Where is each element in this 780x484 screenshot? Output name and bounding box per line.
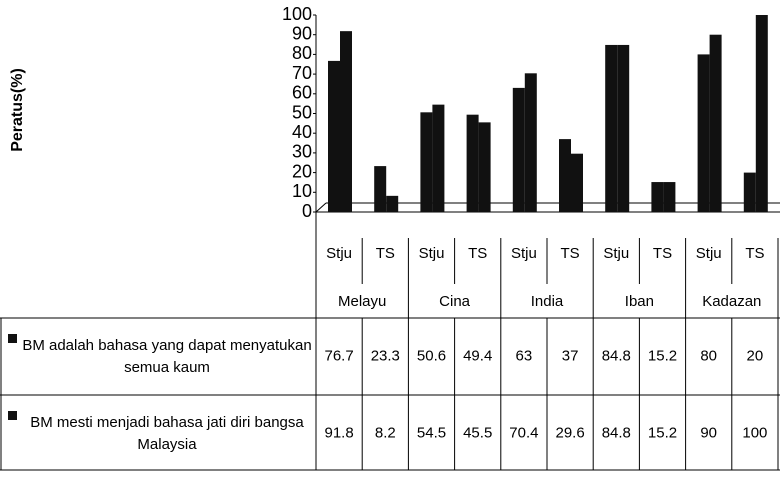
x-tick-label: TS bbox=[468, 245, 487, 262]
legend-swatch bbox=[8, 334, 17, 343]
bar bbox=[709, 34, 722, 213]
table-value: 76.7 bbox=[324, 347, 353, 364]
x-tick-label: Stju bbox=[603, 245, 629, 262]
table-value: 70.4 bbox=[509, 424, 538, 441]
y-tick-label: 70 bbox=[292, 63, 312, 83]
bar bbox=[651, 182, 664, 212]
bar bbox=[663, 182, 676, 212]
y-tick-label: 10 bbox=[292, 181, 312, 201]
table-value: 23.3 bbox=[371, 347, 400, 364]
table-value: 80 bbox=[700, 347, 717, 364]
bar bbox=[755, 15, 768, 212]
y-tick-label: 30 bbox=[292, 142, 312, 162]
legend-label-box: BM adalah bahasa yang dapat menyatukan s… bbox=[22, 336, 312, 376]
table-value: 54.5 bbox=[417, 424, 446, 441]
bar bbox=[478, 122, 491, 212]
table-value: 45.5 bbox=[463, 424, 492, 441]
bar bbox=[743, 172, 756, 212]
bar bbox=[432, 104, 445, 212]
group-label: India bbox=[531, 293, 564, 310]
table-value: 20 bbox=[747, 347, 764, 364]
table-value: 15.2 bbox=[648, 424, 677, 441]
table-value: 50.6 bbox=[417, 347, 446, 364]
table-value: 49.4 bbox=[463, 347, 492, 364]
y-tick-label: 40 bbox=[292, 122, 312, 142]
y-tick-label: 90 bbox=[292, 23, 312, 43]
bar bbox=[328, 60, 340, 212]
legend-swatch bbox=[8, 411, 17, 420]
table-value: 90 bbox=[700, 424, 717, 441]
bar bbox=[340, 31, 352, 213]
x-tick-label: Stju bbox=[326, 245, 352, 262]
group-label: Iban bbox=[625, 293, 654, 310]
y-tick-label: 20 bbox=[292, 161, 312, 181]
x-tick-label: Stju bbox=[696, 245, 722, 262]
y-tick-label: 60 bbox=[292, 83, 312, 103]
table-value: 100 bbox=[742, 424, 767, 441]
bar bbox=[605, 44, 618, 212]
x-tick-label: TS bbox=[561, 245, 580, 262]
table-value: 29.6 bbox=[555, 424, 584, 441]
y-tick-label: 50 bbox=[292, 102, 312, 122]
table-value: 8.2 bbox=[375, 424, 396, 441]
table-value: 63 bbox=[516, 347, 533, 364]
table-value: 15.2 bbox=[648, 347, 677, 364]
table-value: 84.8 bbox=[602, 347, 631, 364]
bar bbox=[374, 166, 387, 212]
table-value: 91.8 bbox=[324, 424, 353, 441]
x-tick-label: TS bbox=[745, 245, 764, 262]
bar bbox=[524, 73, 537, 212]
y-tick-label: 0 bbox=[302, 201, 312, 221]
group-label: Cina bbox=[439, 293, 471, 310]
bar bbox=[466, 114, 479, 212]
legend-label: BM mesti menjadi bahasa jati diri bangsa… bbox=[30, 413, 304, 453]
group-label: Melayu bbox=[338, 293, 386, 310]
bar bbox=[571, 153, 583, 212]
x-tick-label: Stju bbox=[511, 245, 537, 262]
y-tick-label: 80 bbox=[292, 43, 312, 63]
bar bbox=[559, 139, 571, 212]
axis-floor-depth bbox=[315, 202, 327, 213]
table-value: 84.8 bbox=[602, 424, 631, 441]
legend-label: BM adalah bahasa yang dapat menyatukan s… bbox=[22, 336, 312, 376]
x-tick-label: Stju bbox=[419, 245, 445, 262]
group-label: Kadazan bbox=[702, 293, 761, 310]
x-tick-label: TS bbox=[376, 245, 395, 262]
bar bbox=[617, 44, 630, 212]
y-axis-label: Peratus(%) bbox=[9, 68, 26, 152]
bar bbox=[512, 87, 525, 212]
table-value: 37 bbox=[562, 347, 579, 364]
bar bbox=[386, 195, 399, 212]
bar bbox=[420, 112, 433, 212]
bar bbox=[697, 54, 710, 213]
y-tick-label: 100 bbox=[282, 4, 312, 24]
legend-label-box: BM mesti menjadi bahasa jati diri bangsa… bbox=[30, 413, 304, 453]
x-tick-label: TS bbox=[653, 245, 672, 262]
